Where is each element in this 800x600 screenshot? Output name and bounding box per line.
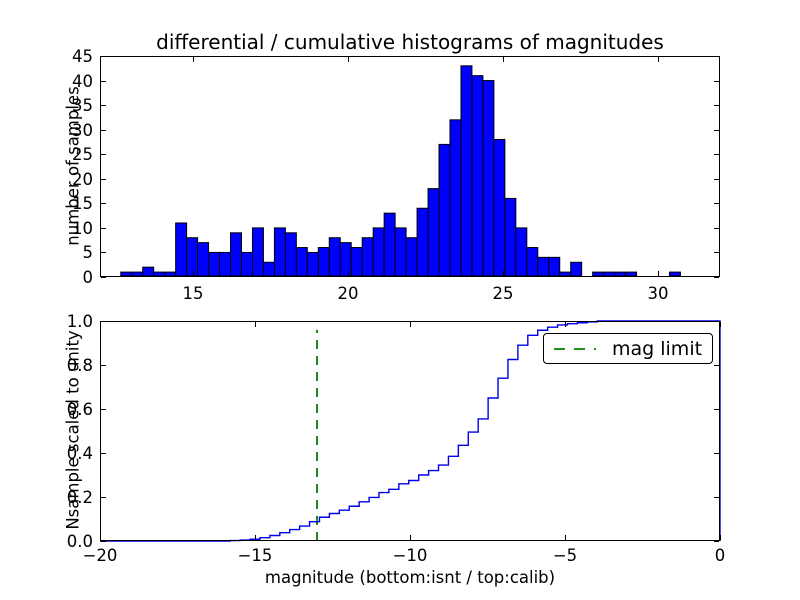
histogram-bar [625,271,638,277]
histogram-bar [405,237,418,277]
top-y-tick-label: 5 [82,243,94,263]
top-x-tick-label: 15 [182,284,204,303]
histogram-bar [284,232,297,277]
figure-title: differential / cumulative histograms of … [156,30,664,54]
histogram-bar [592,271,605,277]
cumulative-line [100,320,721,542]
top-y-tick-label: 15 [72,194,93,214]
top-x-tick-label: 25 [492,284,514,303]
histogram-bar [273,227,286,277]
histogram-bar [142,266,155,277]
histogram-bar [570,261,583,277]
bottom-y-tick-label: 0.4 [66,444,93,463]
top-y-tick-label: 0 [82,268,94,287]
bottom-y-tick-label: 0.0 [66,532,93,551]
legend-dash-icon [554,347,596,350]
histogram-bar [306,251,319,277]
histogram-bar [394,227,407,277]
histogram-bar [482,80,495,277]
histogram-bar [372,227,385,277]
top-y-tick-label: 20 [72,169,93,189]
x-axis-label: magnitude (bottom:isnt / top:calib) [264,568,556,587]
top-y-tick-label: 40 [72,71,93,91]
top-y-tick-label: 25 [72,145,93,165]
histogram-bar [164,271,177,277]
top-x-tick-label: 30 [647,284,669,303]
bottom-y-tick-label: 0.6 [66,400,93,419]
bottom-x-tick-label: −20 [82,546,118,565]
top-histogram-plot [100,56,720,278]
histogram-bar [295,247,308,277]
histogram-bar [339,242,352,277]
legend: mag limit [543,333,713,364]
histogram-bar [317,247,330,277]
bottom-y-tick-label: 0.8 [66,356,93,375]
histogram-bar [471,75,484,277]
top-y-tick-label: 35 [72,96,93,116]
histogram-bar [603,271,616,277]
plot-frame [100,321,720,541]
bottom-x-tick-label: −15 [237,546,273,565]
histogram-bar [175,222,188,277]
histogram-bar [120,271,133,277]
histogram-bar [350,247,363,277]
histogram-bar [504,197,517,277]
bottom-x-tick-label: −10 [392,546,428,565]
histogram-bar [251,227,264,277]
histogram-bar [526,247,539,277]
histogram-bar [153,271,166,277]
bottom-x-tick-label: −5 [552,546,578,565]
histogram-bar [416,207,429,277]
histogram-bar [208,251,221,277]
histogram-bar [559,271,572,277]
top-y-tick-label: 30 [72,120,93,140]
histogram-bar [548,256,561,277]
bottom-y-tick-label: 1.0 [66,312,93,331]
histogram-bar [328,237,341,277]
histogram-bar [460,65,473,277]
top-x-tick-label: 20 [337,284,359,303]
bottom-x-tick-label: 0 [714,546,726,565]
histogram-bar [262,261,275,277]
histogram-bar [614,271,627,277]
histogram-bar [515,227,528,277]
histogram-bar [186,237,199,277]
plot-frame [100,56,720,277]
histogram-bar [219,251,232,277]
histogram-bar [537,256,550,277]
histogram-bar [438,143,451,277]
histogram-bar [230,232,242,277]
legend-label: mag limit [612,337,703,360]
histogram-bar [449,119,462,277]
histogram-bar [668,271,681,277]
histogram-bar [240,251,253,277]
histogram-bar [197,242,210,277]
bottom-cumulative-plot [100,320,721,542]
histogram-bar [383,212,396,277]
top-y-tick-label: 45 [72,47,93,66]
histogram-bar [493,138,506,277]
histogram-bar [361,237,374,277]
bottom-y-tick-label: 0.2 [66,488,93,507]
histogram-bar [427,188,440,277]
histogram-bar [131,271,144,277]
top-y-tick-label: 10 [72,218,93,238]
